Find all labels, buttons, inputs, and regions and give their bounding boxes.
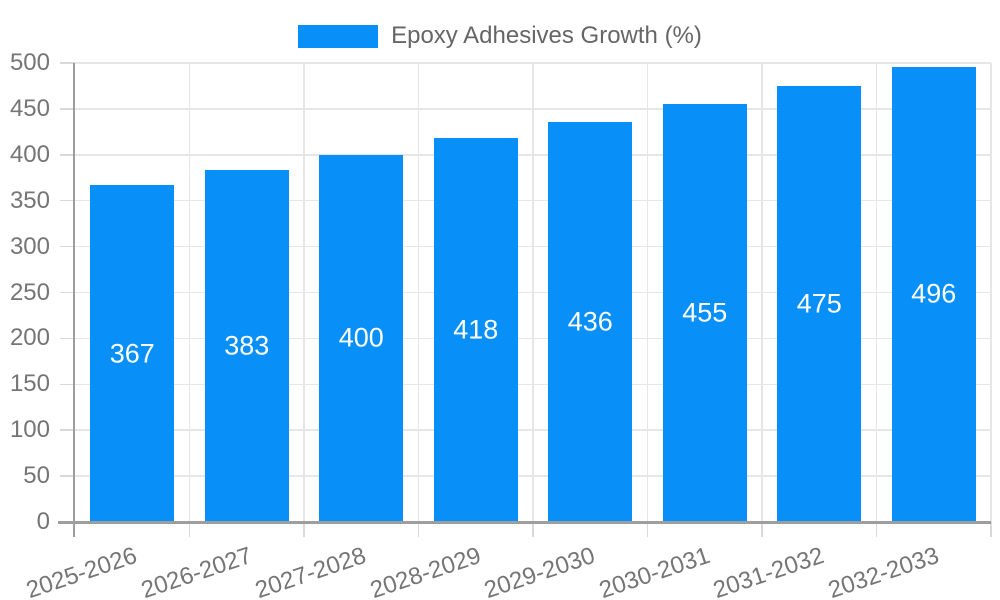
legend-label: Epoxy Adhesives Growth (%) [391, 22, 702, 49]
y-axis-tick [60, 62, 75, 64]
v-gridline [875, 63, 878, 522]
bar-2027-2028[interactable]: 400 [319, 154, 404, 522]
x-axis-tick [646, 522, 649, 537]
x-axis-tick [532, 522, 534, 537]
x-axis-tick-label: 2026-2027 [137, 542, 256, 600]
bar-value-label: 418 [453, 314, 499, 345]
y-axis-tick-label: 450 [9, 94, 50, 122]
x-axis-tick [188, 522, 191, 537]
bar-2032-2033[interactable]: 496 [891, 66, 976, 522]
bar-value-label: 455 [682, 297, 728, 328]
x-axis-line [58, 520, 991, 524]
bar-2025-2026[interactable]: 367 [90, 185, 175, 522]
y-axis-tick-label: 100 [9, 416, 50, 444]
bar-value-label: 496 [911, 278, 957, 309]
bar-value-label: 400 [338, 322, 384, 353]
x-axis-tick-label: 2025-2026 [23, 542, 141, 600]
v-gridline [646, 63, 649, 522]
y-axis-tick-label: 250 [9, 278, 50, 306]
y-axis-tick-label: 0 [36, 508, 50, 535]
y-axis-tick-label: 300 [9, 232, 50, 260]
y-axis-tick [60, 429, 75, 431]
legend-color-swatch [298, 24, 379, 48]
bar-value-label: 475 [796, 288, 842, 319]
y-axis-tick [60, 337, 75, 340]
y-axis-tick [60, 291, 75, 294]
y-axis-tick [60, 245, 75, 248]
x-axis-tick-label: 2029-2030 [481, 542, 599, 600]
y-axis-tick-label: 50 [23, 462, 50, 490]
v-gridline [990, 63, 992, 522]
v-gridline [761, 63, 763, 522]
bar-value-label: 436 [567, 306, 613, 337]
v-gridline [532, 63, 534, 522]
x-axis-tick-label: 2031-2032 [710, 542, 828, 600]
v-gridline [188, 63, 191, 522]
y-axis-line [73, 63, 75, 537]
x-axis-tick-label: 2030-2031 [595, 542, 714, 600]
x-axis-tick-label: 2032-2033 [824, 542, 943, 600]
y-axis-tick-label: 500 [9, 49, 50, 76]
bar-value-label: 367 [109, 338, 155, 369]
bar-value-label: 383 [224, 330, 270, 361]
y-axis-tick [60, 154, 75, 156]
y-axis-tick [60, 475, 75, 477]
x-axis-tick-label: 2027-2028 [252, 542, 370, 600]
y-axis-tick [60, 108, 75, 110]
v-gridline [417, 63, 420, 522]
x-axis-tick [303, 522, 305, 537]
y-axis-tick [60, 199, 75, 202]
bar-2030-2031[interactable]: 455 [662, 104, 747, 522]
bar-2028-2029[interactable]: 418 [433, 138, 518, 522]
y-axis-tick-label: 150 [9, 370, 50, 398]
y-axis-tick-label: 350 [9, 186, 50, 214]
bar-2029-2030[interactable]: 436 [548, 121, 633, 522]
x-axis-tick [417, 522, 420, 537]
v-gridline [303, 63, 305, 522]
y-axis-tick-label: 200 [9, 324, 50, 352]
y-axis-tick [60, 383, 75, 386]
x-axis-tick [875, 522, 878, 537]
bar-2031-2032[interactable]: 475 [777, 85, 862, 522]
x-axis-tick [761, 522, 763, 537]
legend: Epoxy Adhesives Growth (%) [0, 22, 1000, 50]
x-axis-tick [990, 522, 992, 537]
x-axis-tick-label: 2028-2029 [366, 542, 485, 600]
bar-2026-2027[interactable]: 383 [204, 170, 289, 522]
y-axis-tick-label: 400 [9, 140, 50, 168]
